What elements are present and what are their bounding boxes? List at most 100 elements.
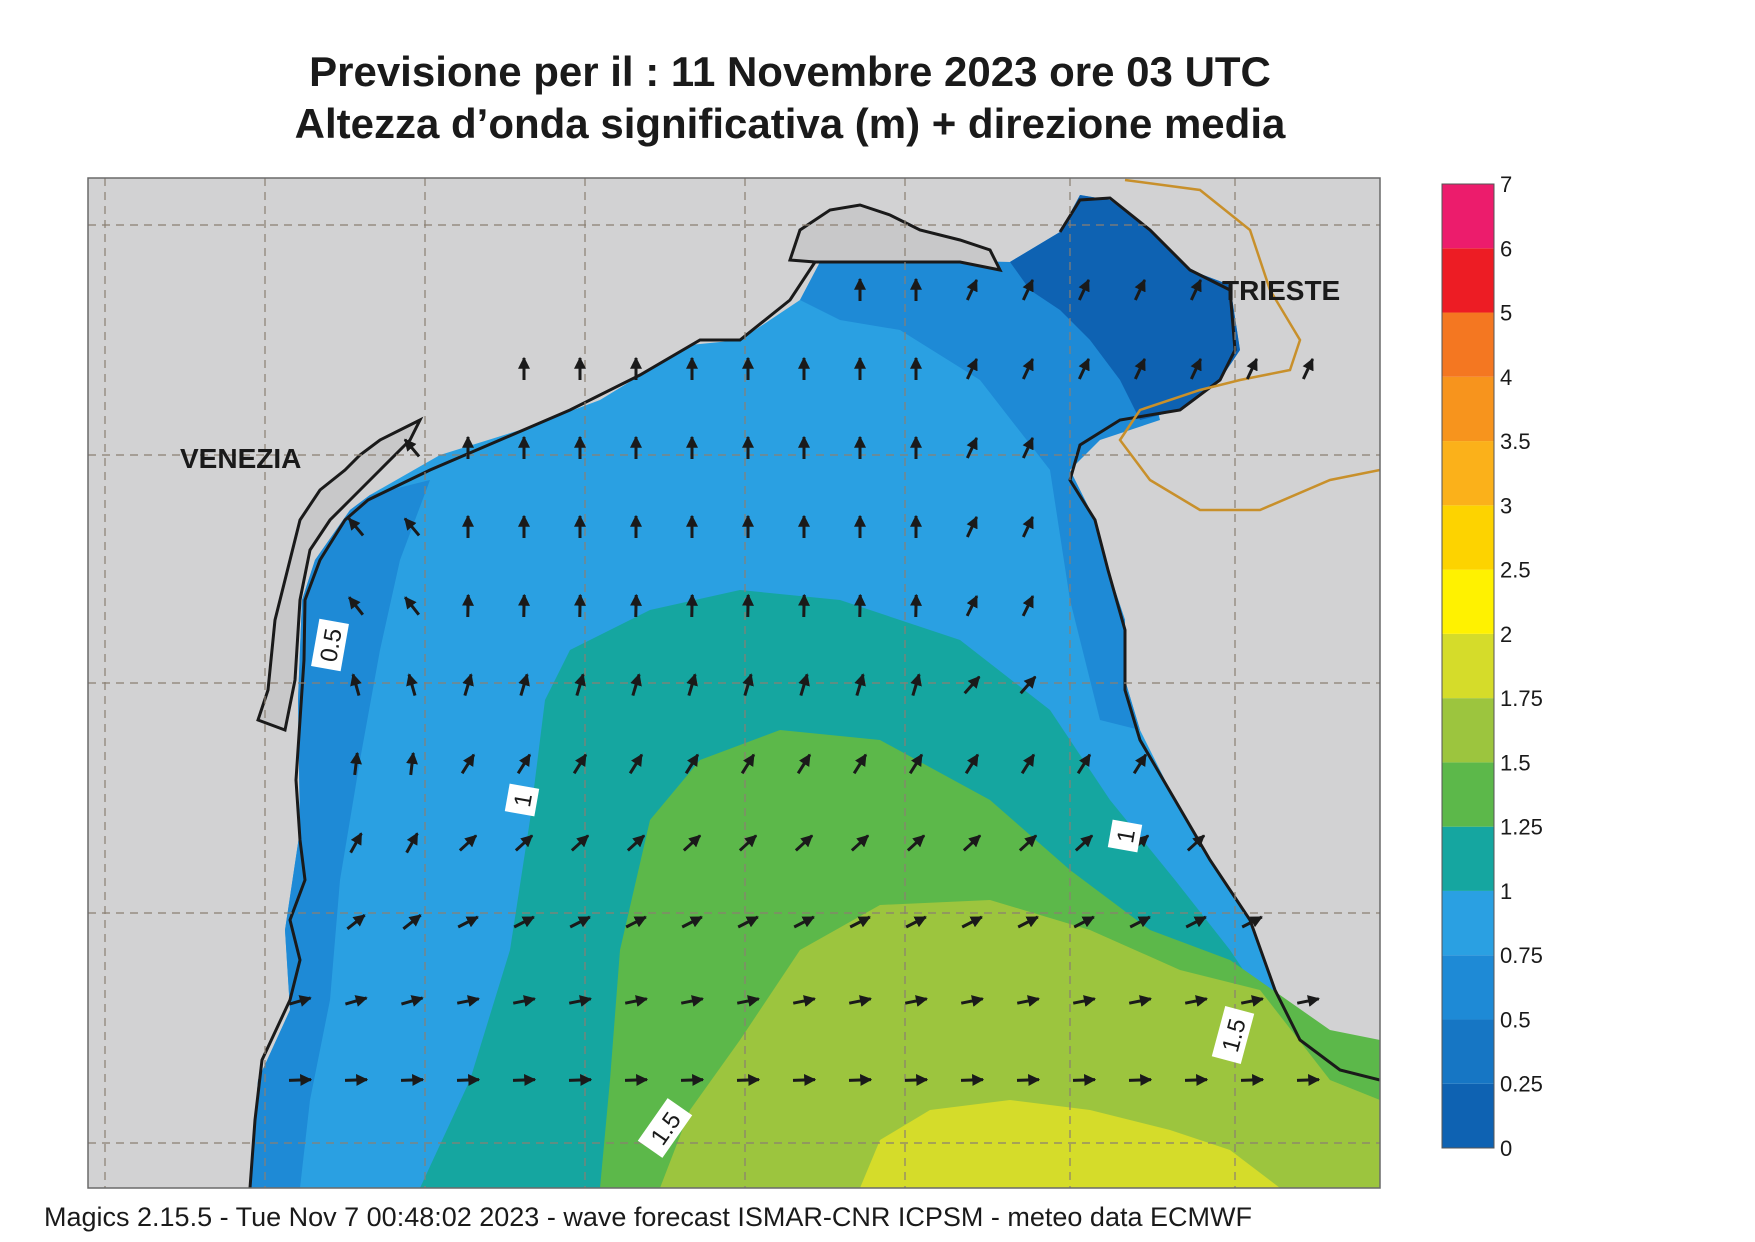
wave-arrow: [402, 913, 422, 931]
wave-arrow: [568, 995, 592, 1007]
wave-arrow: [904, 995, 928, 1007]
wave-arrow: [965, 515, 979, 538]
contour-band-0.5: [250, 480, 430, 1188]
svg-text:1: 1: [1112, 827, 1141, 845]
wave-arrow: [569, 915, 591, 929]
wave-arrow: [350, 673, 362, 696]
wave-arrow: [458, 834, 478, 852]
svg-text:0.5: 0.5: [315, 626, 347, 664]
wave-arrow: [512, 1073, 537, 1086]
wave-arrow: [1296, 995, 1320, 1007]
wave-arrow: [514, 834, 534, 852]
legend-swatch-9: [1442, 505, 1494, 570]
wave-arrow: [736, 995, 760, 1007]
wave-arrow: [570, 834, 590, 852]
legend-swatch-1: [1442, 1019, 1494, 1084]
wave-arrow: [1018, 834, 1038, 852]
wave-arrow: [794, 834, 814, 852]
wave-arrow: [456, 1073, 481, 1086]
wave-arrow: [904, 1073, 929, 1086]
contour-band-0.5-north: [800, 232, 1160, 730]
coastline-west: [248, 260, 900, 1188]
wave-arrow: [630, 673, 642, 696]
legend-tick-label: 0.5: [1500, 1007, 1531, 1032]
wave-arrow: [850, 834, 870, 852]
contour-label-0.5: 0.5: [311, 618, 349, 672]
wave-arrow: [404, 596, 420, 616]
wave-arrow: [1077, 357, 1091, 380]
legend-tick-label: 0.25: [1500, 1072, 1543, 1097]
wave-arrow: [910, 673, 922, 696]
legend-tick-label: 2.5: [1500, 558, 1531, 583]
wave-arrow: [1296, 1073, 1321, 1086]
wave-arrow: [1016, 1073, 1041, 1086]
wave-arrow: [346, 913, 366, 931]
wave-arrow: [345, 995, 368, 1007]
wave-arrow: [1185, 915, 1207, 929]
wave-arrow: [965, 357, 979, 380]
wave-direction-arrows: [288, 277, 1321, 1086]
wave-arrow: [516, 753, 532, 775]
contour-band-1.5: [660, 900, 1380, 1188]
wave-arrow: [1133, 278, 1147, 301]
wave-arrow: [406, 751, 418, 776]
wave-arrow: [460, 753, 476, 775]
wave-arrow: [405, 832, 419, 854]
wave-arrow: [1021, 515, 1035, 538]
wave-arrow: [680, 1073, 705, 1086]
wave-arrow: [288, 1073, 313, 1086]
legend-swatch-3: [1442, 890, 1494, 956]
legend-tick-label: 7: [1500, 172, 1512, 197]
contour-label-1-west: 1: [504, 783, 540, 817]
wave-arrow: [965, 436, 979, 459]
wave-arrow: [1132, 753, 1148, 775]
wave-arrow: [1021, 357, 1035, 380]
contour-label-1-east: 1: [1107, 819, 1143, 853]
title-line-2: Altezza d’onda significativa (m) + direz…: [294, 100, 1286, 147]
wave-arrow: [1128, 995, 1152, 1007]
wave-arrow: [350, 751, 362, 776]
wave-arrow: [905, 915, 927, 929]
wave-arrow: [568, 1073, 593, 1086]
wave-arrow: [1128, 1073, 1153, 1086]
wave-arrow: [401, 995, 424, 1007]
legend-tick-label: 1.5: [1500, 750, 1531, 775]
legend-swatch-4: [1442, 826, 1494, 891]
wave-arrow: [518, 673, 530, 696]
footer-credits: Magics 2.15.5 - Tue Nov 7 00:48:02 2023 …: [44, 1202, 1252, 1232]
wave-arrow: [1073, 915, 1095, 929]
wave-arrow: [1241, 915, 1263, 929]
coastline-grado: [787, 203, 1003, 273]
legend-swatch-7: [1442, 633, 1494, 699]
wave-arrow: [626, 834, 646, 852]
color-legend: 0 0.25 0.5 0.75 1 1.25 1.5 1.75 2 2.5 3 3.5 4 5 6 7: [1441, 172, 1543, 1161]
wave-arrow: [289, 995, 312, 1007]
wave-arrow: [574, 673, 586, 696]
wave-arrow: [849, 915, 871, 929]
wave-arrow: [406, 673, 418, 696]
national-border: [1118, 178, 1380, 512]
wave-arrow: [1189, 357, 1203, 380]
wave-arrow: [348, 596, 364, 616]
wave-arrow: [1016, 995, 1040, 1007]
wave-arrow: [403, 438, 421, 458]
legend-tick-label: 5: [1500, 301, 1512, 326]
wave-arrow: [624, 995, 648, 1007]
wave-arrow: [906, 834, 926, 852]
wave-arrow: [572, 753, 588, 775]
wave-arrow: [908, 753, 924, 775]
place-label-venezia: VENEZIA: [180, 443, 301, 474]
map-area: VENEZIA TRIESTE 0.5 1 1 1.5 1.5: [88, 178, 1380, 1188]
wave-arrow: [965, 278, 979, 301]
legend-swatch-10: [1442, 441, 1494, 506]
wave-arrow: [1240, 995, 1264, 1007]
wave-arrow: [456, 995, 480, 1007]
lat-lon-grid: [88, 178, 1380, 1188]
wave-arrow: [793, 915, 815, 929]
legend-frame: [1441, 183, 1495, 1149]
wave-arrow: [736, 1073, 761, 1086]
legend-tick-label: 1: [1500, 879, 1512, 904]
wave-arrow: [400, 1073, 425, 1086]
wave-arrow: [1301, 357, 1315, 380]
